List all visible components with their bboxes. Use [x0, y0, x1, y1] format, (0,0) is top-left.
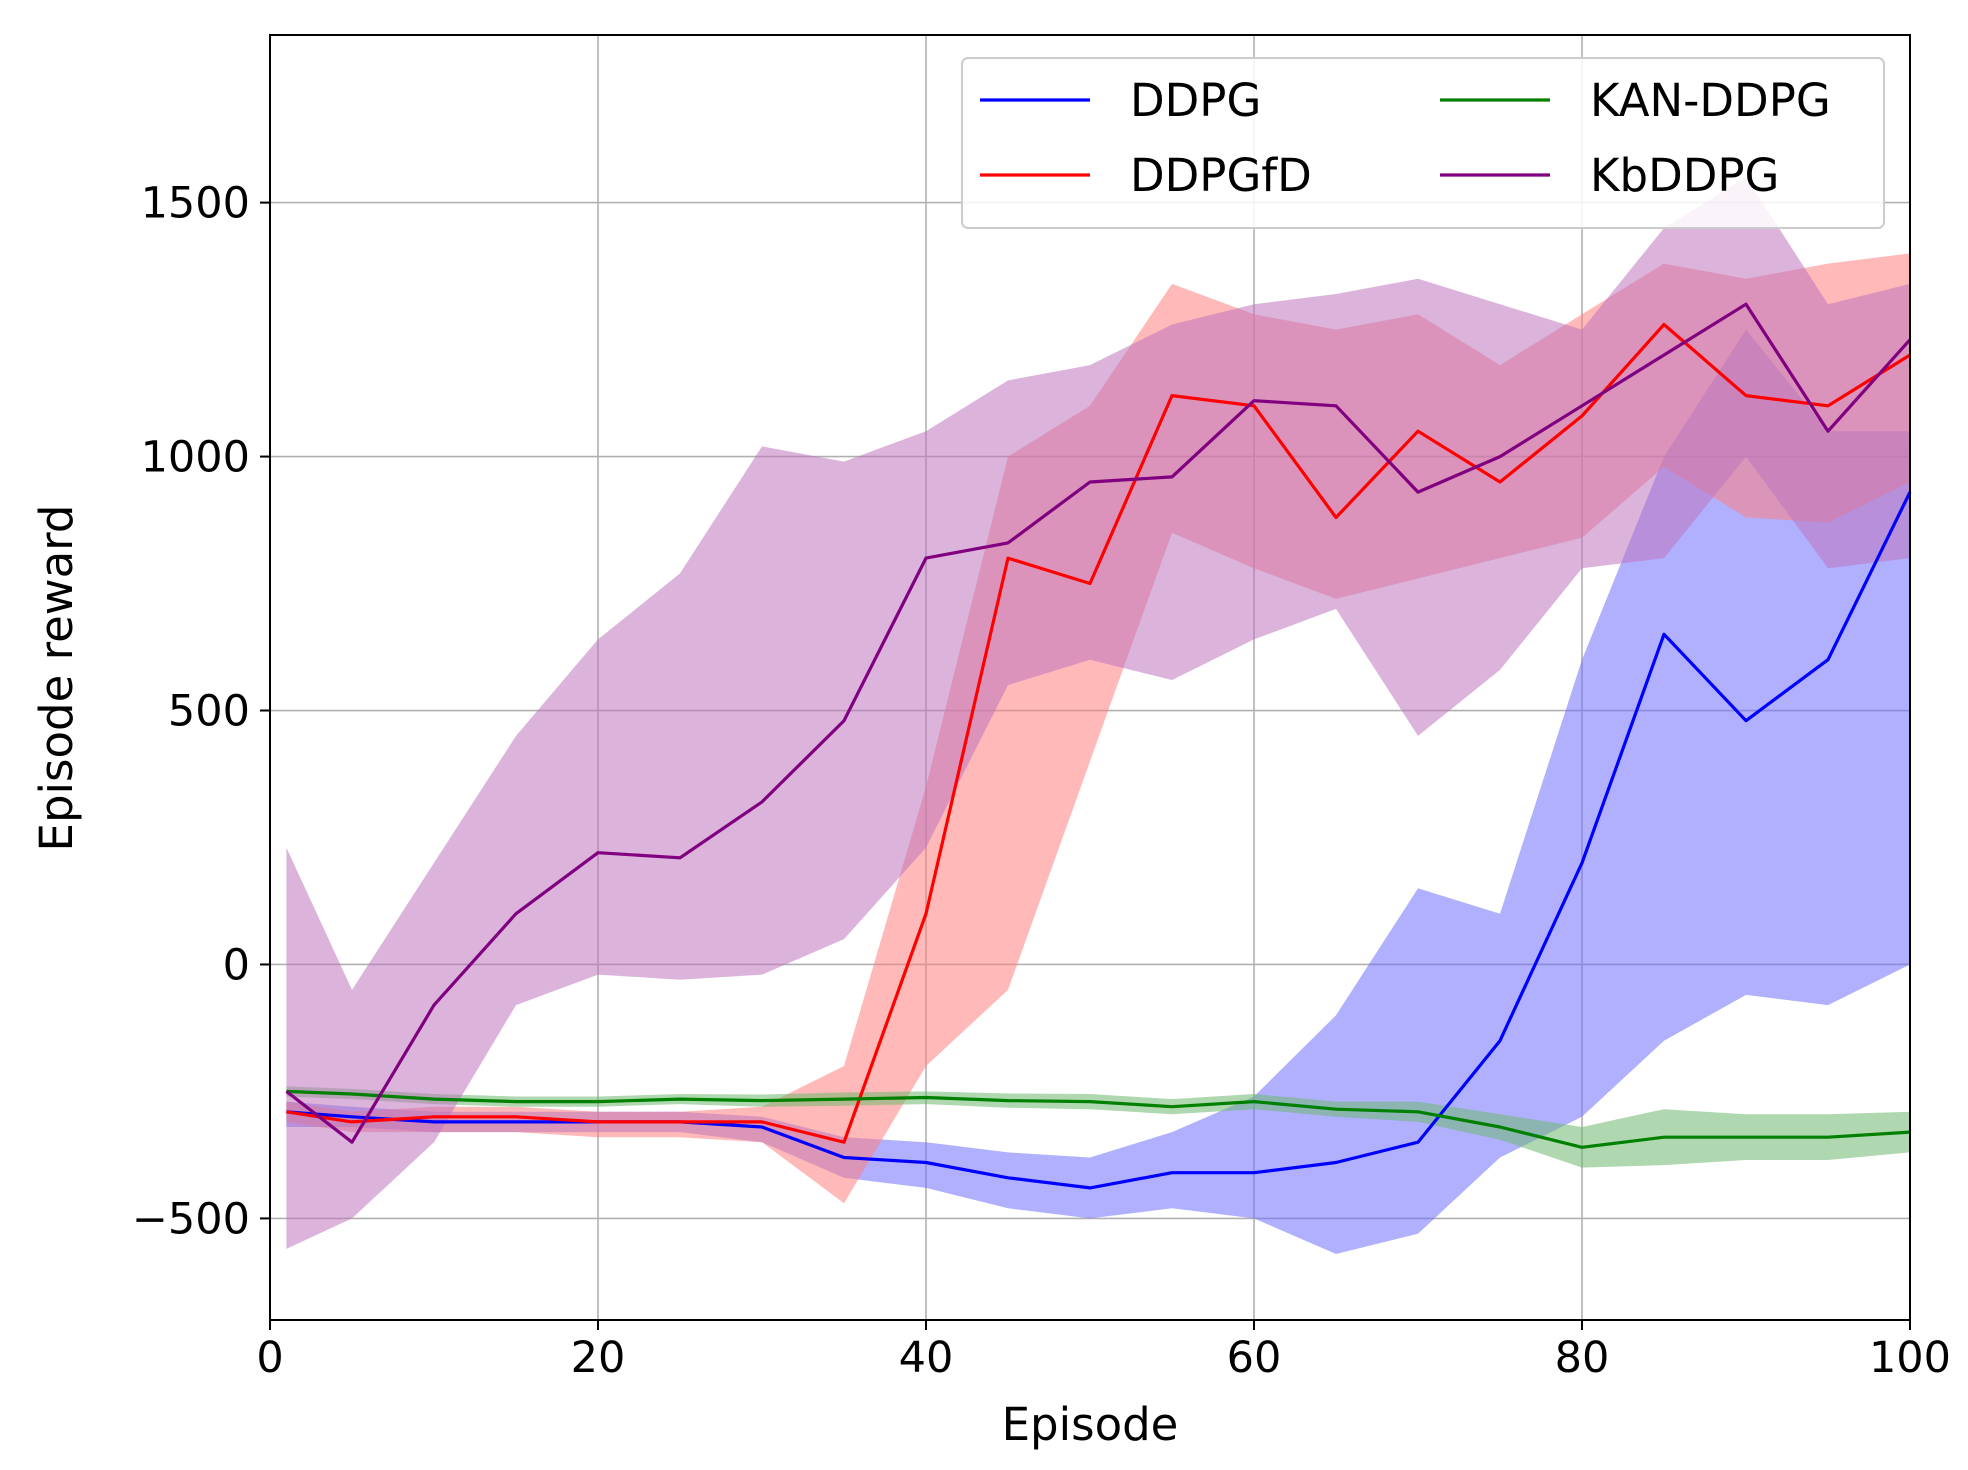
- y-tick-label-1500: 1500: [141, 179, 250, 229]
- series-lines: [285, 302, 1912, 1190]
- legend-label-ddpgfd: DDPGfD: [1130, 149, 1312, 202]
- line-ddpg: [286, 491, 1912, 1190]
- band-ddpg: [286, 329, 1910, 1255]
- legend-label-kan-ddpg: KAN-DDPG: [1590, 74, 1831, 127]
- x-axis-ticks: 0 20 40 60 80 100: [256, 1320, 1951, 1383]
- x-axis-label: Episode: [1002, 1398, 1179, 1451]
- legend-label-ddpg: DDPG: [1130, 74, 1261, 127]
- y-tick-label--500: −500: [132, 1194, 250, 1244]
- x-tick-label-60: 60: [1227, 1333, 1282, 1383]
- y-axis-label: Episode reward: [30, 505, 83, 852]
- legend: DDPG DDPGfD KAN-DDPG KbDDPG: [961, 57, 1885, 229]
- legend-label-kbddpg: KbDDPG: [1590, 149, 1779, 202]
- x-tick-label-100: 100: [1869, 1333, 1951, 1383]
- y-axis-ticks: −500 0 500 1000 1500: [132, 179, 270, 1244]
- line-ddpgfd: [286, 322, 1911, 1144]
- x-tick-label-40: 40: [899, 1333, 954, 1383]
- x-tick-label-20: 20: [571, 1333, 626, 1383]
- x-tick-label-0: 0: [256, 1333, 283, 1383]
- y-tick-label-500: 500: [168, 687, 250, 737]
- y-tick-label-0: 0: [223, 940, 250, 990]
- band-kbddpg: [286, 177, 1910, 1249]
- y-tick-label-1000: 1000: [141, 433, 250, 483]
- legend-box: [961, 57, 1885, 229]
- x-tick-label-80: 80: [1555, 1333, 1610, 1383]
- line-kbddpg: [285, 302, 1912, 1144]
- plot-frame: [269, 34, 1911, 1321]
- line-kan-ddpg: [286, 1089, 1911, 1149]
